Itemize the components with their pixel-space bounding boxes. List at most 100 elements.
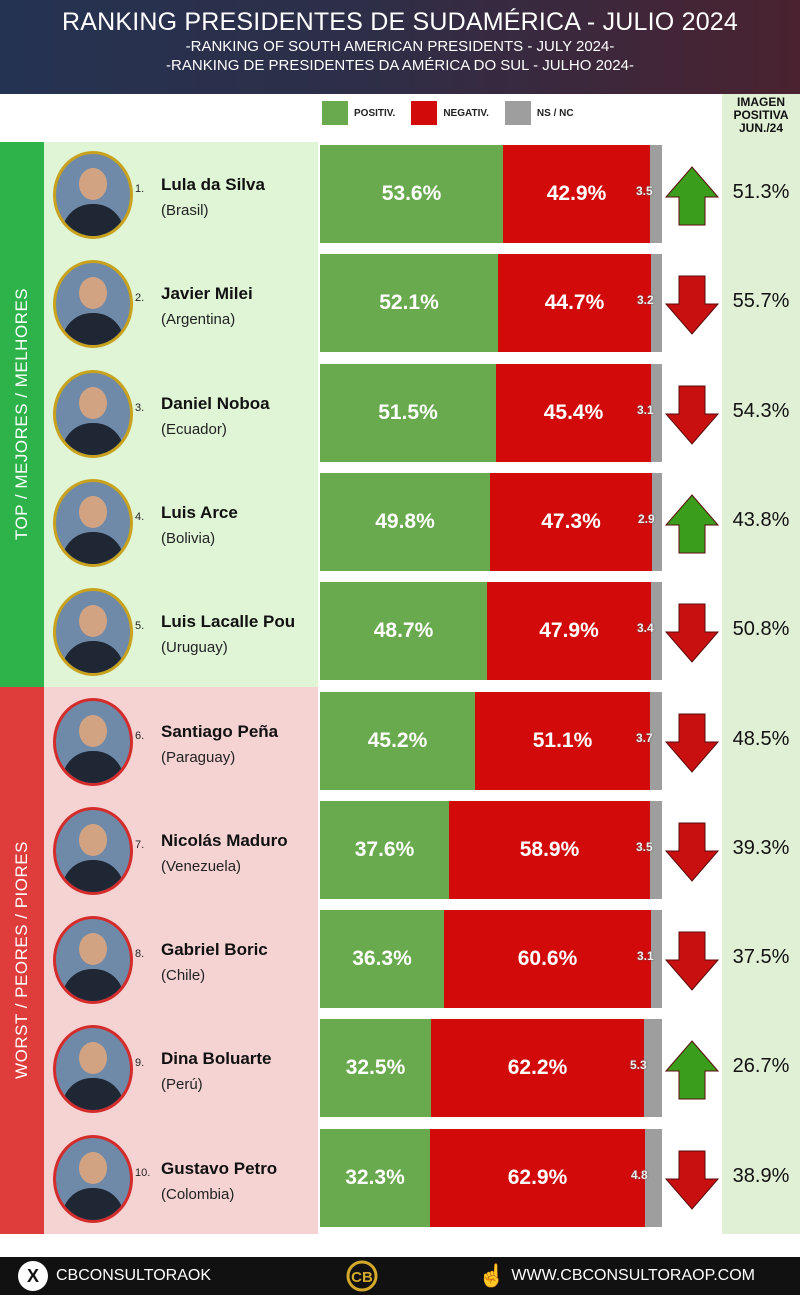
president-country: (Ecuador)	[161, 421, 227, 438]
president-photo	[53, 588, 133, 676]
approval-bar: 49.8% 47.3%	[320, 473, 662, 571]
president-name: Luis Lacalle Pou	[161, 612, 296, 631]
footer-social[interactable]: X CBCONSULTORAOK	[18, 1257, 211, 1295]
image-column-header-line: IMAGEN	[737, 95, 785, 109]
previous-image-value: 38.9%	[732, 1165, 790, 1187]
rank-number: 10.	[135, 1167, 151, 1179]
previous-image-value: 51.3%	[732, 181, 790, 203]
previous-image-value: 26.7%	[732, 1055, 790, 1077]
nsnc-value-label: 3.5	[636, 184, 653, 198]
bar-segment-positive: 32.3%	[320, 1129, 430, 1227]
ranking-row: 8. Gabriel Boric (Chile) 36.3% 60.6% 3.1 37.5%	[0, 910, 800, 1008]
cb-logo-icon: CB	[344, 1257, 380, 1295]
president-photo	[53, 151, 133, 239]
x-logo-icon: X	[18, 1261, 48, 1291]
previous-image-value: 48.5%	[732, 728, 790, 750]
arrow-down-icon	[664, 274, 720, 336]
footer-website-url: WWW.CBCONSULTORAOP.COM	[511, 1267, 755, 1284]
rank-number: 3.	[135, 402, 145, 414]
bar-segment-positive: 49.8%	[320, 473, 490, 571]
legend-item-nsnc: NS / NC	[504, 101, 574, 125]
legend: POSITIV. NEGATIV. NS / NC	[322, 100, 590, 126]
rank-number: 8.	[135, 948, 145, 960]
approval-bar: 48.7% 47.9%	[320, 582, 662, 680]
top-band-label-strip: TOP / MEJORES / MELHORES	[0, 142, 44, 687]
ranking-row: 6. Santiago Peña (Paraguay) 45.2% 51.1% 3.7 48…	[0, 692, 800, 790]
previous-image-value: 39.3%	[732, 837, 790, 859]
bar-segment-nsnc	[651, 582, 662, 680]
nsnc-value-label: 3.7	[636, 731, 653, 745]
bar-segment-nsnc	[651, 254, 662, 352]
approval-bar: 53.6% 42.9%	[320, 145, 662, 243]
bar-segment-positive: 32.5%	[320, 1019, 431, 1117]
legend-label-positive: POSITIV.	[354, 107, 396, 119]
subtitle-english: -RANKING OF SOUTH AMERICAN PRESIDENTS - …	[185, 38, 615, 55]
ranking-row: 3. Daniel Noboa (Ecuador) 51.5% 45.4% 3.1 54.3…	[0, 364, 800, 462]
bar-segment-positive: 48.7%	[320, 582, 487, 680]
previous-image-value: 50.8%	[732, 618, 790, 640]
image-column-header-line: JUN./24	[738, 121, 784, 135]
president-country: (Colombia)	[161, 1186, 235, 1203]
bar-segment-negative: 60.6%	[444, 910, 651, 1008]
approval-bar: 51.5% 45.4%	[320, 364, 662, 462]
arrow-up-icon	[664, 493, 720, 555]
ranking-row: 1. Lula da Silva (Brasil) 53.6% 42.9% 3.5 51.3…	[0, 145, 800, 243]
legend-label-negative: NEGATIV.	[443, 107, 489, 119]
image-column-header-line: POSITIVA	[733, 108, 789, 122]
nsnc-value-label: 4.8	[631, 1168, 648, 1182]
nsnc-value-label: 3.5	[636, 840, 653, 854]
nsnc-value-label: 5.3	[630, 1058, 647, 1072]
approval-bar: 37.6% 58.9%	[320, 801, 662, 899]
president-country: (Venezuela)	[161, 858, 242, 875]
bar-segment-negative: 44.7%	[498, 254, 651, 352]
bar-segment-nsnc	[652, 473, 662, 571]
bar-segment-positive: 37.6%	[320, 801, 449, 899]
footer: X CBCONSULTORAOK CB ☝ WWW.CBCONSULTORAOP…	[0, 1257, 800, 1295]
bar-segment-negative: 47.3%	[490, 473, 652, 571]
footer-website[interactable]: ☝ WWW.CBCONSULTORAOP.COM	[478, 1257, 755, 1295]
bar-segment-nsnc	[650, 801, 662, 899]
ranking-row: 10. Gustavo Petro (Colombia) 32.3% 62.9% 4.8 3…	[0, 1129, 800, 1227]
legend-swatch-nsnc	[504, 101, 531, 125]
legend-swatch-positive	[322, 101, 348, 125]
president-photo	[53, 260, 133, 348]
bar-segment-negative: 42.9%	[503, 145, 650, 243]
arrow-down-icon	[664, 1149, 720, 1211]
president-photo	[53, 807, 133, 895]
ranking-row: 5. Luis Lacalle Pou (Uruguay) 48.7% 47.9% 3.4…	[0, 582, 800, 680]
rank-number: 4.	[135, 511, 145, 523]
president-country: (Chile)	[161, 967, 206, 984]
president-photo	[53, 370, 133, 458]
arrow-down-icon	[664, 821, 720, 883]
bar-segment-negative: 62.9%	[430, 1129, 645, 1227]
legend-label-nsnc: NS / NC	[536, 107, 574, 119]
approval-bar: 32.5% 62.2%	[320, 1019, 662, 1117]
president-name: Luis Arce	[161, 503, 238, 522]
nsnc-value-label: 3.4	[637, 621, 654, 635]
bar-segment-positive: 53.6%	[320, 145, 503, 243]
arrow-down-icon	[664, 384, 720, 446]
president-photo	[53, 479, 133, 567]
bar-segment-nsnc	[644, 1019, 662, 1117]
president-name: Daniel Noboa	[161, 394, 270, 413]
approval-bar: 36.3% 60.6%	[320, 910, 662, 1008]
bar-segment-positive: 45.2%	[320, 692, 475, 790]
president-photo	[53, 916, 133, 1004]
nsnc-value-label: 2.9	[638, 512, 655, 526]
president-name: Santiago Peña	[161, 722, 279, 741]
president-country: (Argentina)	[161, 311, 236, 328]
svg-text:CB: CB	[351, 1269, 373, 1286]
header: RANKING PRESIDENTES DE SUDAMÉRICA - JULI…	[0, 0, 800, 94]
ranking-row: 2. Javier Milei (Argentina) 52.1% 44.7% 3.2 55…	[0, 254, 800, 352]
bar-segment-nsnc	[650, 692, 662, 790]
page-title: RANKING PRESIDENTES DE SUDAMÉRICA - JULI…	[61, 8, 739, 36]
ranking-row: 9. Dina Boluarte (Perú) 32.5% 62.2% 5.3 26.7%	[0, 1019, 800, 1117]
rank-number: 9.	[135, 1057, 145, 1069]
president-photo	[53, 1135, 133, 1223]
arrow-down-icon	[664, 930, 720, 992]
president-name: Gustavo Petro	[161, 1159, 278, 1178]
arrow-down-icon	[664, 712, 720, 774]
president-country: (Bolivia)	[161, 530, 216, 547]
bar-segment-negative: 47.9%	[487, 582, 651, 680]
ranking-row: 7. Nicolás Maduro (Venezuela) 37.6% 58.9% 3.5…	[0, 801, 800, 899]
